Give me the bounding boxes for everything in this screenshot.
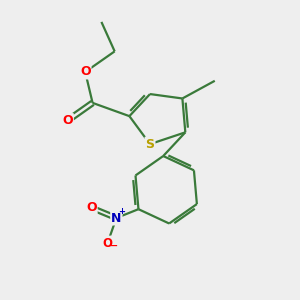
Text: O: O <box>86 201 97 214</box>
Text: +: + <box>118 207 125 216</box>
Text: N: N <box>111 212 122 224</box>
Text: −: − <box>110 241 118 251</box>
Text: O: O <box>103 236 112 250</box>
Text: S: S <box>146 138 154 151</box>
Text: O: O <box>80 65 91 79</box>
Text: O: O <box>62 114 73 127</box>
